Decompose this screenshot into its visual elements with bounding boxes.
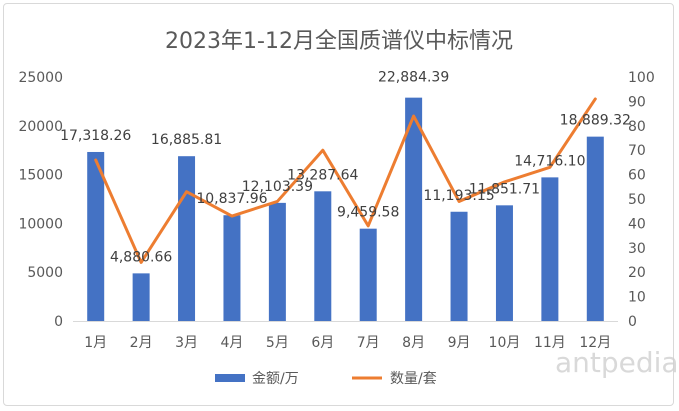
y-left-tick-label: 0 [54,314,63,330]
y-right-tick-label: 20 [628,265,646,281]
y-right-tick-label: 100 [628,70,655,86]
x-tick-label: 7月 [357,335,380,351]
x-axis: 1月 2月 3月 4月 5月 6月 7月 8月 9月 10月 11月 12月 [73,321,618,351]
bar-data-label: 4,880.66 [110,249,172,265]
y-left-tick-label: 10000 [18,216,63,232]
x-tick-label: 12月 [579,335,611,351]
bar [314,191,332,321]
y-right-tick-label: 60 [628,168,646,184]
bar [541,177,559,321]
bar-data-label: 18,889.32 [560,113,631,129]
x-tick-label: 1月 [84,335,107,351]
left-axis: 0 5000 10000 15000 20000 25000 [18,70,63,330]
y-right-tick-label: 80 [628,119,646,135]
x-tick-label: 5月 [266,335,289,351]
bar [586,136,604,321]
x-tick-label: 9月 [448,335,471,351]
bar-data-label: 9,459.58 [337,205,399,221]
x-tick-label: 6月 [311,335,334,351]
y-left-tick-label: 5000 [27,265,63,281]
x-tick-label: 10月 [489,335,521,351]
y-right-tick-label: 50 [628,192,646,208]
legend: 金额/万 数量/套 [215,371,437,387]
y-right-tick-label: 0 [628,314,637,330]
bar-data-label: 22,884.39 [378,70,449,86]
bar-series [87,97,604,322]
bar-data-label: 10,837.96 [196,191,267,207]
legend-bar-label: 金额/万 [252,371,299,387]
y-left-tick-label: 15000 [18,168,63,184]
legend-line-label: 数量/套 [390,371,437,387]
x-tick-label: 11月 [534,335,566,351]
right-axis: 0 10 20 30 40 50 60 70 80 90 100 [628,70,655,330]
data-labels: 17,318.26 4,880.66 16,885.81 10,837.9612,10… [60,70,631,266]
bar-data-label: 12,103.39 [242,179,313,195]
bar-data-label: 16,885.81 [151,132,222,148]
bar-data-label: 17,318.26 [60,128,131,144]
line-series [94,97,597,264]
y-right-tick-label: 30 [628,241,646,257]
bar [87,151,105,321]
bar [223,215,241,321]
bar [178,156,196,321]
y-right-tick-label: 90 [628,94,646,110]
y-right-tick-label: 10 [628,290,646,306]
bar-data-label: 11,193.15 [423,188,494,204]
bar-data-label: 11,851.71 [469,181,540,197]
y-left-tick-label: 25000 [18,70,63,86]
bar [495,205,513,321]
x-tick-label: 8月 [402,335,425,351]
bar [450,211,468,321]
bar [268,202,286,321]
chart-title: 2023年1-12月全国质谱仪中标情况 [165,29,513,54]
legend-bar-swatch [215,374,245,382]
series-line [94,97,597,264]
bar [359,228,377,321]
x-tick-label: 3月 [175,335,198,351]
y-right-tick-label: 70 [628,143,646,159]
bar-data-label: 14,716.10 [514,153,585,169]
watermark: antpedia [555,346,679,379]
bar [132,273,150,321]
y-right-tick-label: 40 [628,216,646,232]
y-left-tick-label: 20000 [18,119,63,135]
bar [405,97,423,322]
bar-data-label: 13,287.64 [287,167,358,183]
x-tick-label: 2月 [130,335,153,351]
x-tick-label: 4月 [220,335,243,351]
